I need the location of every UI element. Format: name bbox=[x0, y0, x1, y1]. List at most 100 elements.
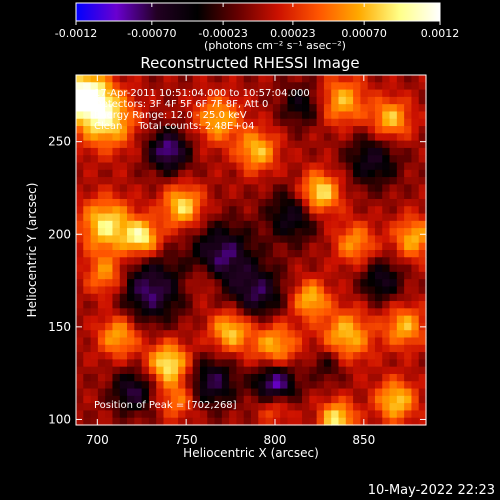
heatmap-cell bbox=[214, 373, 223, 382]
heatmap-cell bbox=[287, 162, 296, 171]
heatmap-cell bbox=[199, 257, 208, 266]
heatmap-cell bbox=[251, 395, 259, 404]
heatmap-cell bbox=[214, 250, 223, 258]
heatmap-cell bbox=[382, 118, 391, 127]
heatmap-cell bbox=[221, 169, 230, 178]
heatmap-cell bbox=[396, 75, 405, 83]
heatmap-cell bbox=[119, 308, 128, 317]
heatmap-cell bbox=[76, 89, 84, 98]
heatmap-cell bbox=[258, 147, 267, 156]
heatmap-cell bbox=[338, 155, 347, 164]
heatmap-cell bbox=[396, 198, 405, 207]
colorbar-bar bbox=[75, 2, 441, 22]
heatmap-cell bbox=[221, 257, 230, 266]
heatmap-cell bbox=[105, 322, 114, 331]
heatmap-cell bbox=[294, 184, 303, 193]
heatmap-cell bbox=[404, 403, 413, 412]
heatmap-cell bbox=[302, 257, 310, 266]
heatmap-cell bbox=[236, 75, 245, 83]
heatmap-cell bbox=[309, 271, 318, 280]
heatmap-cell bbox=[156, 104, 165, 113]
heatmap-cell bbox=[272, 155, 281, 164]
heatmap-cell bbox=[199, 169, 208, 178]
heatmap-cell bbox=[236, 213, 245, 222]
heatmap-cell bbox=[214, 147, 223, 156]
heatmap-cell bbox=[243, 228, 252, 237]
heatmap-cell bbox=[396, 104, 405, 113]
heatmap-cell bbox=[221, 147, 230, 156]
heatmap-cell bbox=[396, 359, 405, 368]
heatmap-cell bbox=[374, 352, 383, 360]
heatmap-cell bbox=[141, 140, 150, 149]
heatmap-cell bbox=[185, 388, 194, 397]
heatmap-cell bbox=[127, 184, 135, 193]
heatmap-cell bbox=[331, 373, 340, 382]
heatmap-cell bbox=[302, 169, 310, 178]
heatmap-cell bbox=[90, 228, 99, 237]
heatmap-cell bbox=[338, 82, 347, 91]
heatmap-cell bbox=[345, 191, 354, 200]
heatmap-cell bbox=[411, 359, 420, 368]
heatmap-cell bbox=[323, 359, 332, 368]
heatmap-cell bbox=[338, 373, 347, 382]
heatmap-cell bbox=[294, 330, 303, 339]
heatmap-cell bbox=[83, 417, 92, 426]
heatmap-cell bbox=[323, 198, 332, 207]
heatmap-cell bbox=[265, 198, 274, 207]
heatmap-cell bbox=[207, 228, 216, 237]
heatmap-cell bbox=[338, 198, 347, 207]
heatmap-cell bbox=[374, 417, 383, 426]
heatmap-cell bbox=[258, 118, 267, 127]
heatmap-cell bbox=[265, 410, 274, 419]
heatmap-cell bbox=[338, 388, 347, 397]
heatmap-cell bbox=[418, 133, 427, 142]
heatmap-cell bbox=[221, 82, 230, 91]
heatmap-cell bbox=[185, 96, 194, 105]
heatmap-cell bbox=[221, 250, 230, 258]
heatmap-cell bbox=[207, 373, 216, 382]
heatmap-cell bbox=[251, 373, 259, 382]
heatmap-cell bbox=[411, 271, 420, 280]
heatmap-cell bbox=[243, 111, 252, 120]
heatmap-cell bbox=[331, 337, 340, 346]
heatmap-cell bbox=[105, 169, 114, 178]
heatmap-cell bbox=[396, 417, 405, 426]
heatmap-cell bbox=[170, 337, 179, 346]
heatmap-cell bbox=[112, 140, 121, 149]
heatmap-cell bbox=[345, 75, 354, 83]
heatmap-cell bbox=[170, 169, 179, 178]
heatmap-cell bbox=[141, 250, 150, 258]
heatmap-cell bbox=[90, 293, 99, 302]
heatmap-cell bbox=[353, 133, 361, 142]
heatmap-cell bbox=[76, 330, 84, 339]
heatmap-cell bbox=[345, 279, 354, 288]
heatmap-cell bbox=[127, 395, 135, 404]
heatmap-cell bbox=[112, 388, 121, 397]
heatmap-cell bbox=[382, 198, 391, 207]
heatmap-cell bbox=[97, 344, 106, 353]
heatmap-cell bbox=[389, 89, 398, 98]
heatmap-cell bbox=[178, 235, 186, 244]
heatmap-cell bbox=[207, 301, 216, 309]
heatmap-cell bbox=[389, 308, 398, 317]
heatmap-cell bbox=[170, 242, 179, 251]
heatmap-cell bbox=[207, 198, 216, 207]
heatmap-cell bbox=[309, 220, 318, 229]
heatmap-cell bbox=[185, 250, 194, 258]
heatmap-cell bbox=[141, 191, 150, 200]
heatmap-cell bbox=[156, 242, 165, 251]
heatmap-cell bbox=[112, 315, 121, 324]
heatmap-cell bbox=[360, 133, 369, 142]
heatmap-cell bbox=[374, 75, 383, 83]
heatmap-cell bbox=[345, 140, 354, 149]
heatmap-cell bbox=[243, 271, 252, 280]
heatmap-cell bbox=[148, 322, 157, 331]
heatmap-cell bbox=[199, 140, 208, 149]
heatmap-cell bbox=[97, 403, 106, 412]
heatmap-cell bbox=[382, 82, 391, 91]
heatmap-cell bbox=[418, 359, 427, 368]
heatmap-cell bbox=[367, 242, 376, 251]
heatmap-cell bbox=[316, 140, 325, 149]
heatmap-cell bbox=[418, 184, 427, 193]
heatmap-cell bbox=[119, 155, 128, 164]
